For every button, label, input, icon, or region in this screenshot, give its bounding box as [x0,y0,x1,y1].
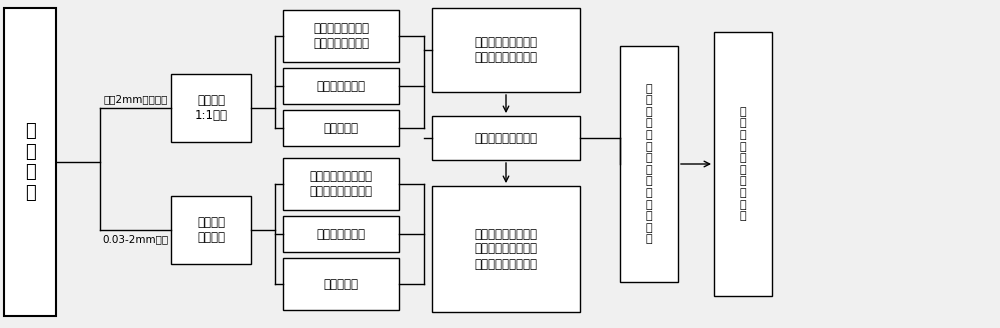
Bar [283,68,399,104]
Text: 砾石颗粒总面积: 砾石颗粒总面积 [316,79,366,92]
Text: 岩心总面积: 岩心总面积 [324,121,358,134]
Bar [283,110,399,146]
Text: 薄片图像
粒度分析: 薄片图像 粒度分析 [197,216,225,244]
Bar [283,258,399,310]
Text: 薄片中每个颗粒的面
积及其等面积圆直径: 薄片中每个颗粒的面 积及其等面积圆直径 [310,170,372,198]
Bar [283,158,399,210]
Text: 大于2mm砾石颗粒: 大于2mm砾石颗粒 [103,94,168,104]
Text: 砾岩岩心中等面积圆
直径对应的颗粒面积: 砾岩岩心中等面积圆 直径对应的颗粒面积 [475,36,538,64]
Bar [714,32,772,296]
Text: 薄片总面积: 薄片总面积 [324,277,358,291]
Text: 每个砾石颗粒面积
及其等面积圆直径: 每个砾石颗粒面积 及其等面积圆直径 [313,22,369,50]
Text: 求
取
砾
岩
颗
粒
结
构
参
数: 求 取 砾 岩 颗 粒 结 构 参 数 [740,107,746,221]
Text: 砾岩岩心颗粒总面积: 砾岩岩心颗粒总面积 [475,132,538,145]
Text: 绘
制
砾
岩
岩
心
粒
度
概
率
累
积
曲
线: 绘 制 砾 岩 岩 心 粒 度 概 率 累 积 曲 线 [646,84,652,244]
Bar [171,196,251,264]
Bar [4,8,56,316]
Text: 砾石颗粒
1:1精描: 砾石颗粒 1:1精描 [194,94,228,122]
Text: 0.03-2mm颗粒: 0.03-2mm颗粒 [102,234,169,244]
Text: 砾岩岩心等面积圆直
径对应颗粒面积占颗
粒总面积的百分含量: 砾岩岩心等面积圆直 径对应颗粒面积占颗 粒总面积的百分含量 [475,228,538,271]
Text: 砾
岩
岩
心: 砾 岩 岩 心 [25,122,35,202]
Bar [283,216,399,252]
Text: 薄片颗粒总面积: 薄片颗粒总面积 [316,228,366,240]
Bar [432,116,580,160]
Bar [620,46,678,282]
Bar [171,74,251,142]
Bar [283,10,399,62]
Bar [432,186,580,312]
Bar [432,8,580,92]
